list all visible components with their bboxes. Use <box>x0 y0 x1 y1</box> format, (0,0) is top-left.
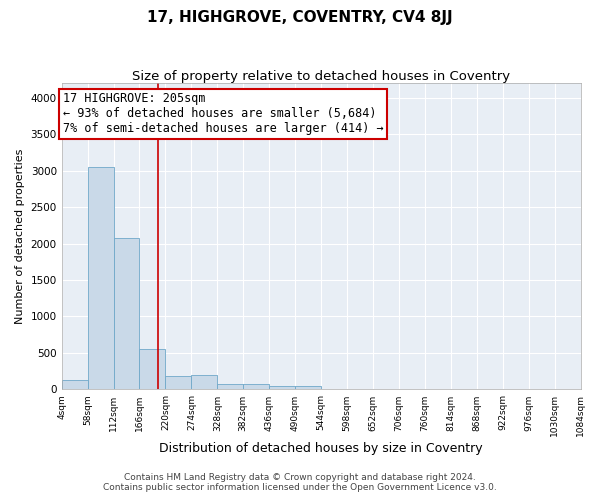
Bar <box>62 380 88 390</box>
Text: 17, HIGHGROVE, COVENTRY, CV4 8JJ: 17, HIGHGROVE, COVENTRY, CV4 8JJ <box>147 10 453 25</box>
Bar <box>191 375 217 390</box>
Bar <box>88 167 113 390</box>
Text: Contains HM Land Registry data © Crown copyright and database right 2024.
Contai: Contains HM Land Registry data © Crown c… <box>103 473 497 492</box>
Bar <box>113 238 139 390</box>
Y-axis label: Number of detached properties: Number of detached properties <box>15 148 25 324</box>
Bar <box>139 348 166 390</box>
Text: 17 HIGHGROVE: 205sqm
← 93% of detached houses are smaller (5,684)
7% of semi-det: 17 HIGHGROVE: 205sqm ← 93% of detached h… <box>62 92 383 136</box>
Title: Size of property relative to detached houses in Coventry: Size of property relative to detached ho… <box>132 70 510 83</box>
Bar <box>217 384 243 390</box>
Bar <box>295 386 321 390</box>
Bar <box>166 376 191 390</box>
X-axis label: Distribution of detached houses by size in Coventry: Distribution of detached houses by size … <box>159 442 483 455</box>
Bar <box>243 384 269 390</box>
Bar <box>269 386 295 390</box>
